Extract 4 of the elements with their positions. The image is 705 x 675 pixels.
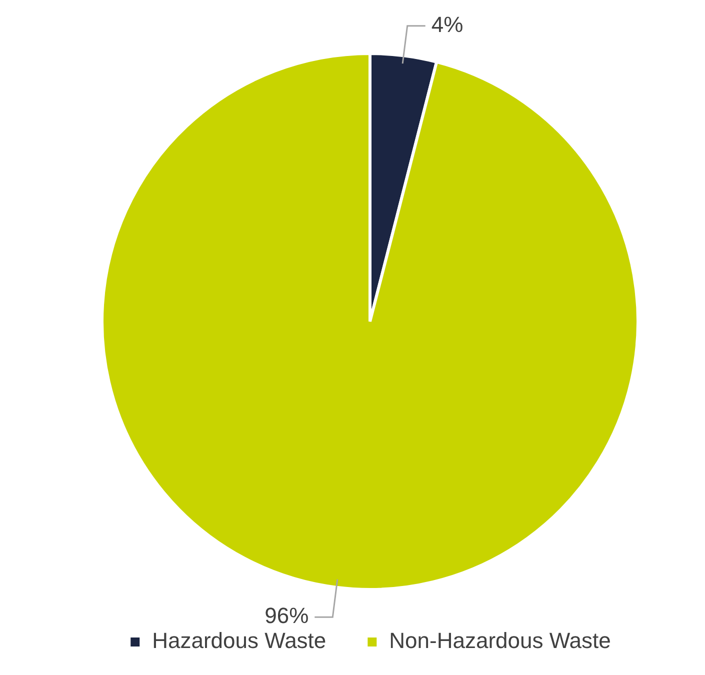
data-label: 96% <box>264 603 309 628</box>
legend-label: Hazardous Waste <box>152 628 326 654</box>
legend-label: Non-Hazardous Waste <box>389 628 611 654</box>
data-label: 4% <box>431 12 464 37</box>
